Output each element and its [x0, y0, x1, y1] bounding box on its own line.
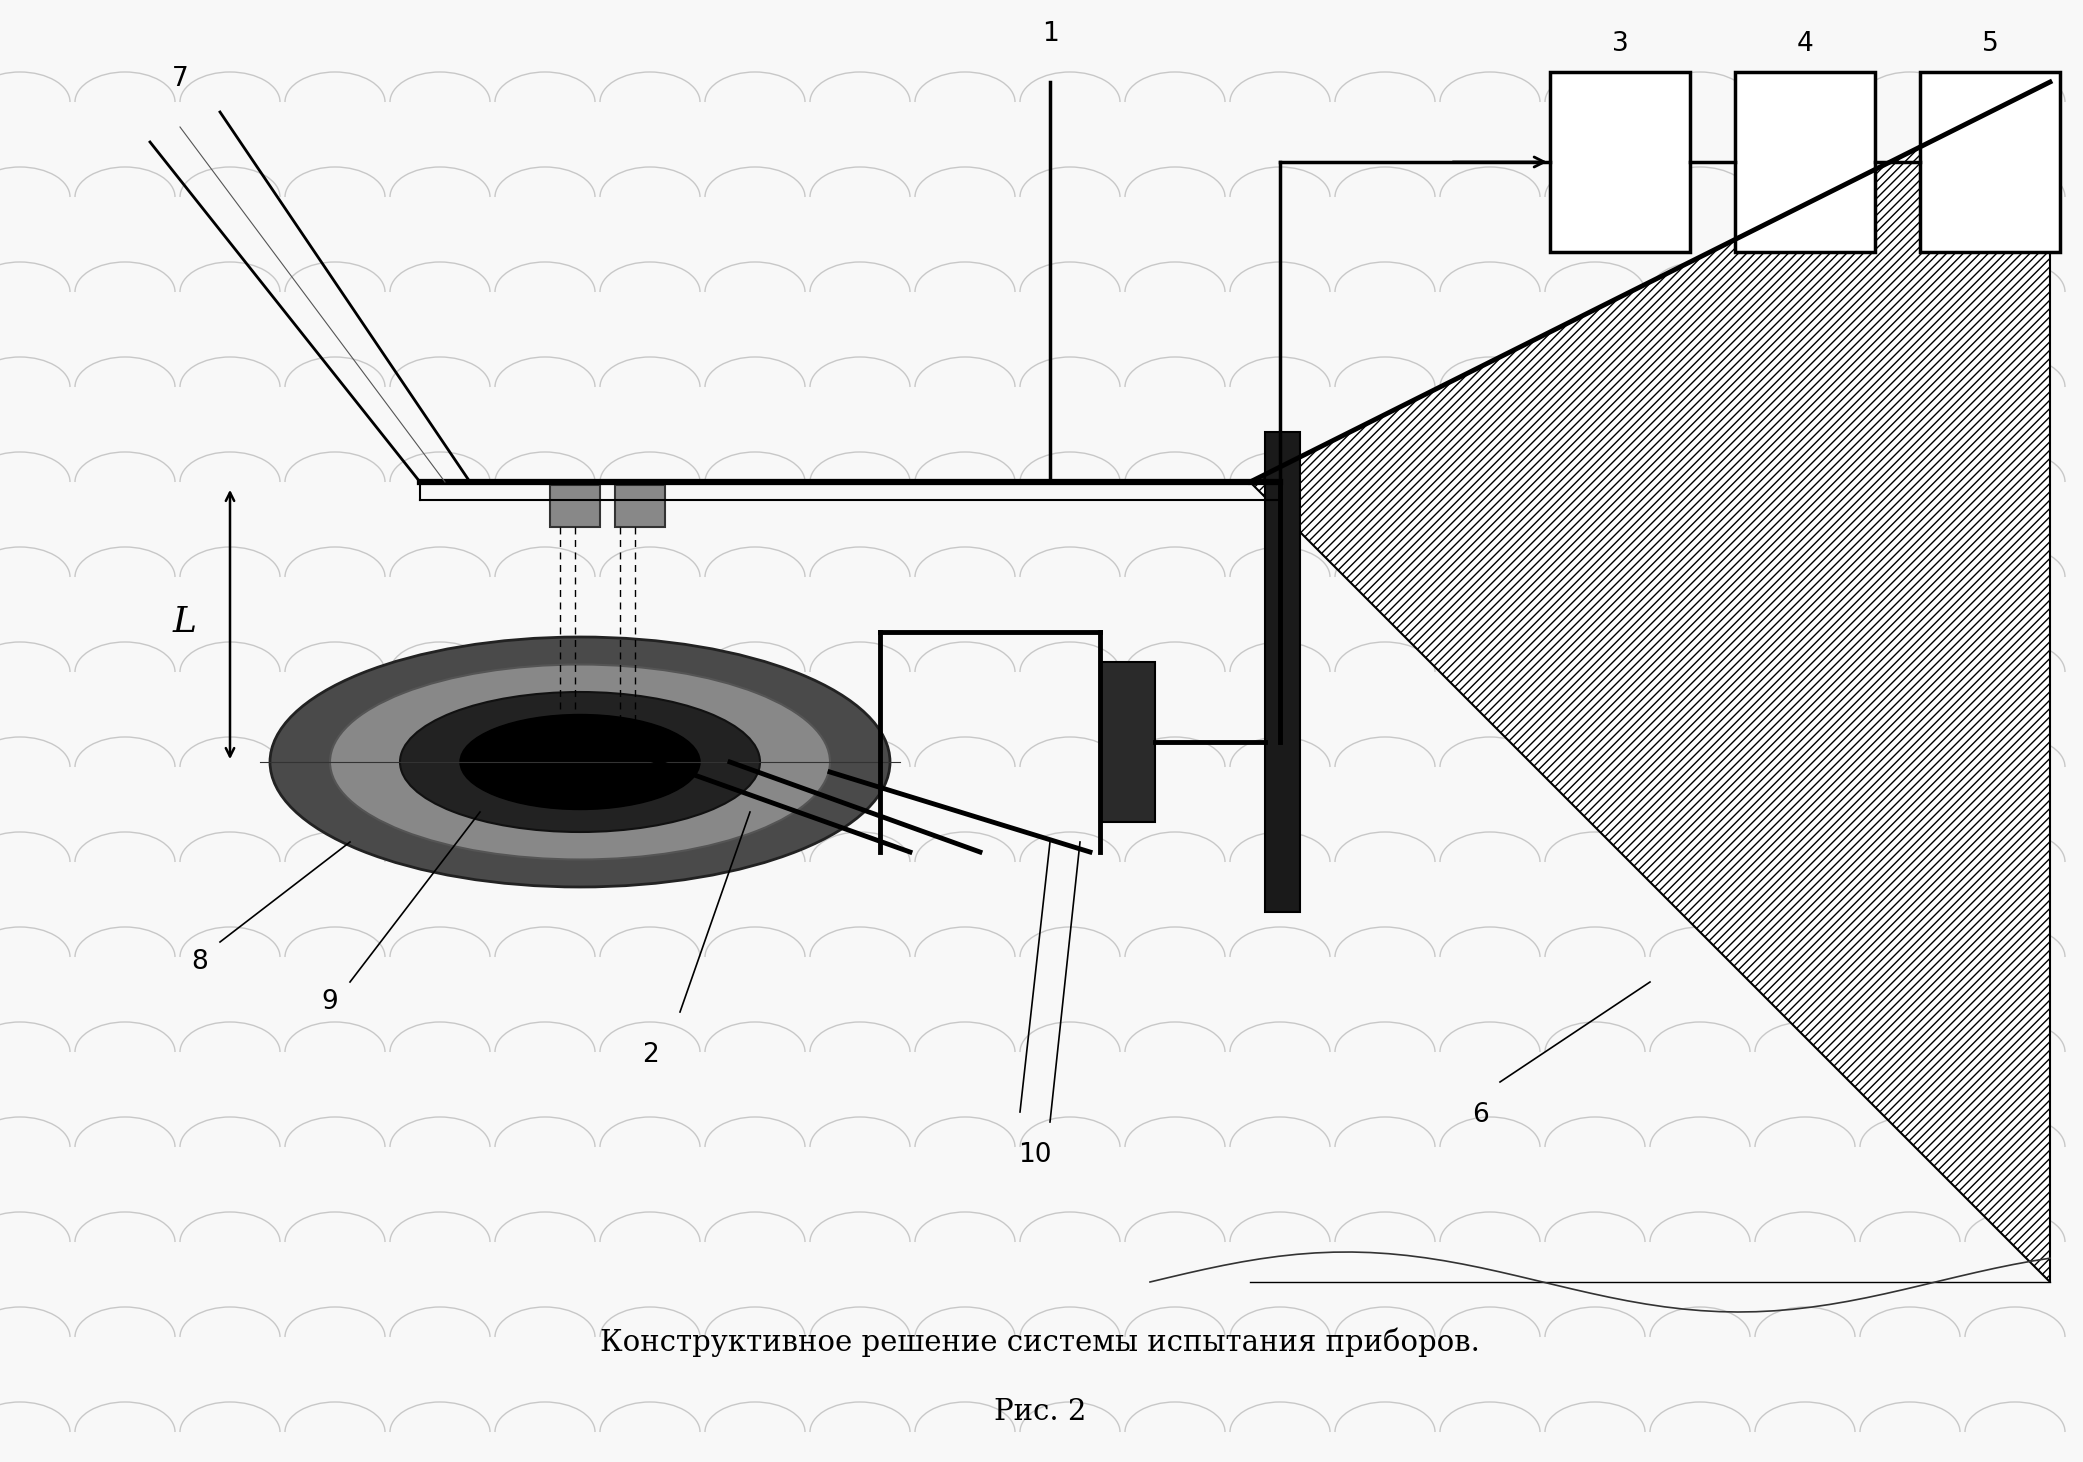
Text: 5: 5: [1981, 31, 1998, 57]
Bar: [614, 485, 664, 526]
Ellipse shape: [400, 692, 760, 832]
Text: 9: 9: [321, 988, 337, 1015]
Ellipse shape: [460, 715, 700, 810]
Ellipse shape: [329, 665, 829, 860]
Text: 1: 1: [1042, 20, 1058, 47]
Text: 8: 8: [192, 949, 208, 975]
Polygon shape: [1250, 82, 2050, 1282]
Bar: [1264, 431, 1300, 912]
Bar: [550, 485, 600, 526]
Text: 6: 6: [1471, 1102, 1489, 1129]
Text: 2: 2: [642, 1042, 658, 1069]
Bar: [1921, 72, 2060, 251]
Text: 7: 7: [171, 66, 187, 92]
Bar: [1100, 662, 1154, 822]
Text: 4: 4: [1798, 31, 1814, 57]
Text: Рис. 2: Рис. 2: [994, 1398, 1085, 1425]
Text: L: L: [173, 605, 198, 639]
Text: Конструктивное решение системы испытания приборов.: Конструктивное решение системы испытания…: [600, 1327, 1479, 1357]
Ellipse shape: [271, 637, 889, 887]
Text: 10: 10: [1019, 1142, 1052, 1168]
Bar: [1735, 72, 1875, 251]
Bar: [1550, 72, 1689, 251]
Text: 3: 3: [1612, 31, 1629, 57]
